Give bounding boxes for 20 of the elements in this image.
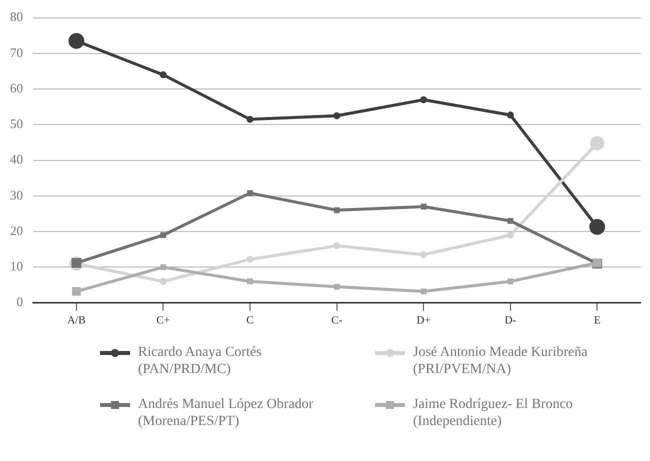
y-tick-label: 40 [10, 152, 23, 167]
legend-label: Andrés Manuel López Obrador (Morena/PES/PT) [138, 396, 314, 430]
x-tick-label: C+ [156, 314, 170, 326]
legend-label: Ricardo Anaya Cortés (PAN/PRD/MC) [138, 344, 262, 378]
y-tick-label: 70 [10, 44, 23, 60]
y-tick-label: 20 [10, 222, 23, 238]
y-tick-label: 60 [10, 80, 23, 96]
x-tick-label: C- [331, 314, 343, 326]
y-tick-label: 80 [10, 9, 23, 24]
x-tick-label: C [246, 314, 254, 326]
y-tick-label: 50 [10, 116, 23, 132]
x-tick-label: D+ [416, 314, 431, 326]
y-tick-label: 10 [10, 258, 23, 274]
legend-label: José Antonio Meade Kuribreña (PRI/PVEM/NA) [413, 344, 588, 378]
legend-label: Jaime Rodríguez- El Bronco (Independiente) [413, 396, 573, 430]
x-tick-label: A/B [67, 314, 86, 326]
y-tick-label: 0 [16, 294, 23, 310]
x-tick-label: E [594, 314, 601, 326]
y-tick-label: 30 [10, 187, 23, 202]
x-tick-label: D- [504, 314, 517, 326]
